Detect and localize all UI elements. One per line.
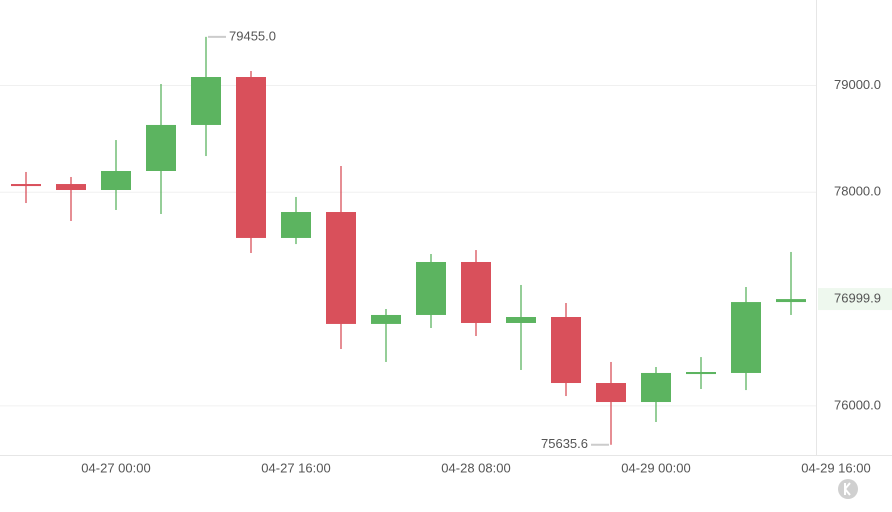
candle-body <box>281 212 311 238</box>
candle-body <box>551 317 581 384</box>
candle-body <box>461 261 491 323</box>
x-tick-label: 04-28 08:00 <box>441 460 510 475</box>
x-tick-label: 04-29 16:00 <box>801 460 870 475</box>
x-tick-label: 04-27 16:00 <box>261 460 330 475</box>
candle-body <box>776 299 806 303</box>
candle-body <box>731 302 761 373</box>
last-price-bg <box>818 288 892 311</box>
x-tick-label: 04-27 00:00 <box>81 460 150 475</box>
candle-body <box>686 372 716 375</box>
candle-body <box>146 124 176 171</box>
candle-body <box>191 77 221 125</box>
y-tick-label: 79000.0 <box>834 77 881 92</box>
y-tick-label: 78000.0 <box>834 184 881 199</box>
candle-body <box>506 317 536 323</box>
candle-body <box>641 372 671 403</box>
logo <box>838 479 858 499</box>
y-tick-label: 76000.0 <box>834 397 881 412</box>
candle-body <box>596 383 626 403</box>
candle-body <box>101 170 131 191</box>
candle-body <box>236 77 266 238</box>
candle-body <box>56 184 86 191</box>
high-label: 79455.0 <box>229 28 276 43</box>
candle-body <box>11 184 41 187</box>
low-label: 75635.6 <box>541 436 588 451</box>
x-tick-label: 04-29 00:00 <box>621 460 690 475</box>
candle-body <box>371 314 401 324</box>
candle-body <box>416 261 446 315</box>
last-price-label: 76999.9 <box>834 291 881 306</box>
candle-body <box>326 212 356 324</box>
